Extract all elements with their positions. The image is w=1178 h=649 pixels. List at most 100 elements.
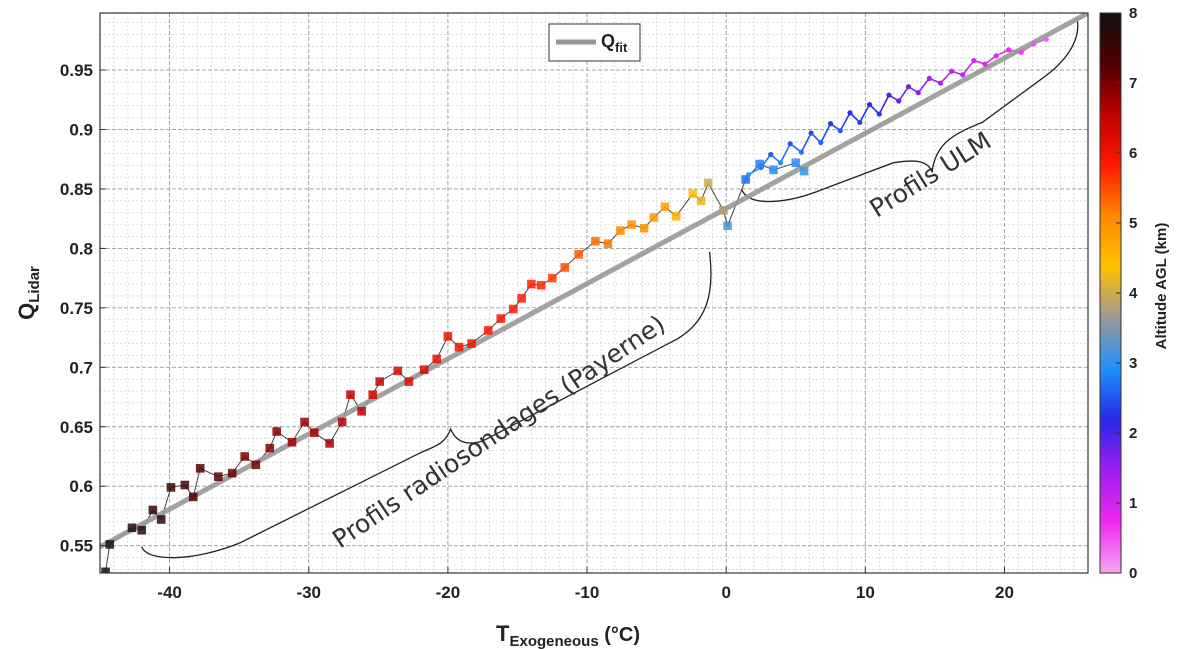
ulm-point [937, 80, 944, 86]
radiosonde-point [101, 567, 110, 573]
radiosonde-point [627, 220, 636, 229]
y-axis-label: QLidar [14, 266, 43, 320]
ulm-point [798, 149, 804, 155]
colorbar-tick-label: 0 [1129, 565, 1137, 582]
ulm-point [758, 164, 764, 171]
ulm-point [876, 111, 882, 117]
radiosonde-point [188, 492, 198, 502]
radiosonde-point [148, 505, 158, 515]
y-axis-label-main: Q [14, 303, 39, 320]
ulm-point [847, 110, 853, 116]
x-tick-label: -40 [157, 583, 182, 602]
radiosonde-point [536, 280, 546, 290]
data-markers [101, 36, 1049, 573]
colorbar-tick-label: 7 [1129, 75, 1137, 92]
ulm-segment [962, 60, 975, 76]
radiosonde-point [432, 354, 442, 364]
radiosonde-point [547, 273, 557, 283]
brace-ulm [740, 17, 1079, 203]
radiosonde-point [719, 206, 728, 215]
radiosonde-point [799, 166, 809, 176]
y-ticks: 0.55 0.6 0.65 0.7 0.75 0.8 0.85 0.9 0.95 [60, 61, 106, 556]
colorbar-label: Altitude AGL (km) [1153, 223, 1170, 350]
ulm-point [993, 53, 999, 59]
y-tick-label: 0.8 [69, 239, 93, 258]
y-tick-label: 0.9 [69, 121, 93, 140]
x-tick-label: -20 [436, 583, 461, 602]
x-axis-label-unit: (°C) [599, 624, 640, 646]
legend: Qfit [548, 23, 641, 62]
ulm-point [949, 68, 955, 74]
ulm-segment [898, 86, 910, 102]
fit-line-group [100, 13, 1088, 550]
ulm-point [905, 84, 912, 90]
radiosonde-point [195, 464, 205, 473]
ulm-point [866, 101, 873, 108]
radiosonde-point [265, 443, 275, 453]
x-tick-label: 0 [721, 583, 730, 602]
radiosonde-point [127, 523, 137, 533]
fit-line [100, 13, 1088, 550]
radiosonde-point [696, 196, 706, 206]
y-axis-label-sub: Lidar [26, 266, 43, 303]
radiosonde-point [375, 377, 385, 386]
radiosonde-point [454, 342, 464, 352]
radiosonde-segment [192, 468, 201, 498]
y-tick-label: 0.85 [60, 180, 93, 199]
radiosonde-point [527, 279, 536, 289]
colorbar-tick-label: 3 [1129, 355, 1137, 372]
ulm-point [1043, 36, 1049, 42]
y-tick-label: 0.55 [60, 537, 93, 556]
minor-grid [99, 13, 1089, 573]
ulm-segment [878, 94, 890, 115]
radiosonde-point [649, 213, 659, 222]
colorbar-tick-label: 8 [1129, 5, 1137, 22]
ulm-point [745, 172, 752, 178]
radiosonde-point [703, 178, 713, 188]
ulm-point [787, 141, 793, 147]
radiosonde-point [156, 515, 166, 524]
radiosonde-point [240, 452, 250, 461]
radiosonde-point [671, 212, 681, 221]
radiosonde-point [741, 175, 750, 184]
radiosonde-point [180, 480, 190, 490]
colorbar-tick-label: 6 [1129, 145, 1137, 162]
x-ticks: -40 -30 -20 -10 0 10 20 [157, 567, 1014, 602]
radiosonde-point [443, 332, 453, 341]
radiosonde-point [603, 239, 613, 248]
ulm-point [768, 151, 774, 158]
ulm-point [818, 139, 824, 146]
colorbar: 0 1 2 3 4 5 6 7 8 Altitude AGL (km) [1099, 5, 1170, 582]
ulm-point [960, 72, 966, 78]
x-tick-label: -10 [575, 583, 600, 602]
legend-label-main: Q [601, 31, 615, 51]
ulm-segment [779, 143, 791, 164]
radiosonde-segment [707, 182, 724, 211]
x-tick-label: 20 [995, 583, 1014, 602]
radiosonde-point [300, 417, 309, 427]
ulm-segment [859, 104, 871, 123]
colorbar-ticks: 0 1 2 3 4 5 6 7 8 [1116, 5, 1138, 582]
radiosonde-point [496, 314, 506, 323]
radiosonde-point [791, 158, 801, 168]
radiosonde-point [616, 226, 625, 235]
radiosonde-segment [105, 544, 111, 572]
ulm-point [896, 98, 902, 104]
major-grid [100, 13, 1088, 573]
ulm-point [827, 120, 834, 127]
x-axis-label-sub: Exogeneous [509, 633, 598, 649]
radiosonde-point [574, 250, 583, 259]
radiosonde-point [688, 189, 698, 199]
ulm-point [915, 90, 921, 96]
radiosonde-point [591, 236, 600, 246]
ulm-point [886, 92, 892, 98]
radiosonde-point [419, 365, 429, 374]
radiosonde-point [368, 390, 378, 399]
legend-label-sub: fit [615, 40, 628, 55]
y-tick-label: 0.7 [69, 358, 93, 377]
radiosonde-point [769, 165, 778, 175]
radiosonde-point [137, 525, 147, 535]
ulm-segment [800, 132, 812, 153]
brace-radiosondages [141, 251, 712, 559]
